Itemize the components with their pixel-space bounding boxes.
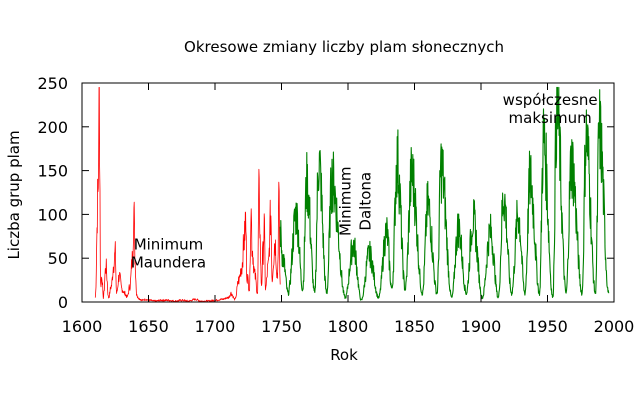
- annotation-dalton-line: Minimum: [337, 167, 355, 237]
- x-tick-label: 1950: [527, 317, 568, 336]
- x-axis-title: Rok: [330, 346, 358, 364]
- series-line-2: [279, 86, 610, 301]
- x-tick-label: 1900: [461, 317, 502, 336]
- x-tick-label: 1700: [195, 317, 236, 336]
- x-tick-label: 2000: [594, 317, 635, 336]
- annotation-modern-line: maksimum: [509, 109, 592, 127]
- annotation-dalton-line: Daltona: [357, 172, 375, 231]
- x-tick-label: 1850: [394, 317, 435, 336]
- x-tick-label: 1750: [261, 317, 302, 336]
- x-tick-label: 1650: [128, 317, 169, 336]
- annotation-dalton: Minimum Daltona: [337, 167, 375, 237]
- annotation-maunder-line: Minimum: [134, 235, 204, 253]
- chart-title: Okresowe zmiany liczby plam słonecznych: [184, 38, 504, 56]
- y-tick-label: 50: [48, 249, 68, 268]
- plot-area: [94, 86, 610, 303]
- x-tick-label: 1800: [328, 317, 369, 336]
- axis-ticks: 1600 1650 1700 1750 1800 1850 1900 1950 2000 0 50 1…: [37, 74, 634, 336]
- annotation-modern-line: współczesne: [503, 91, 598, 109]
- y-tick-label: 0: [58, 293, 68, 312]
- annotation-maunder-line: Maundera: [131, 253, 206, 271]
- y-tick-label: 100: [37, 205, 68, 224]
- y-axis-title: Liczba grup plam: [5, 130, 23, 259]
- y-tick-label: 250: [37, 74, 68, 93]
- y-tick-label: 200: [37, 118, 68, 137]
- x-tick-label: 1600: [62, 317, 103, 336]
- y-tick-label: 150: [37, 162, 68, 181]
- series-line-1: [94, 87, 281, 303]
